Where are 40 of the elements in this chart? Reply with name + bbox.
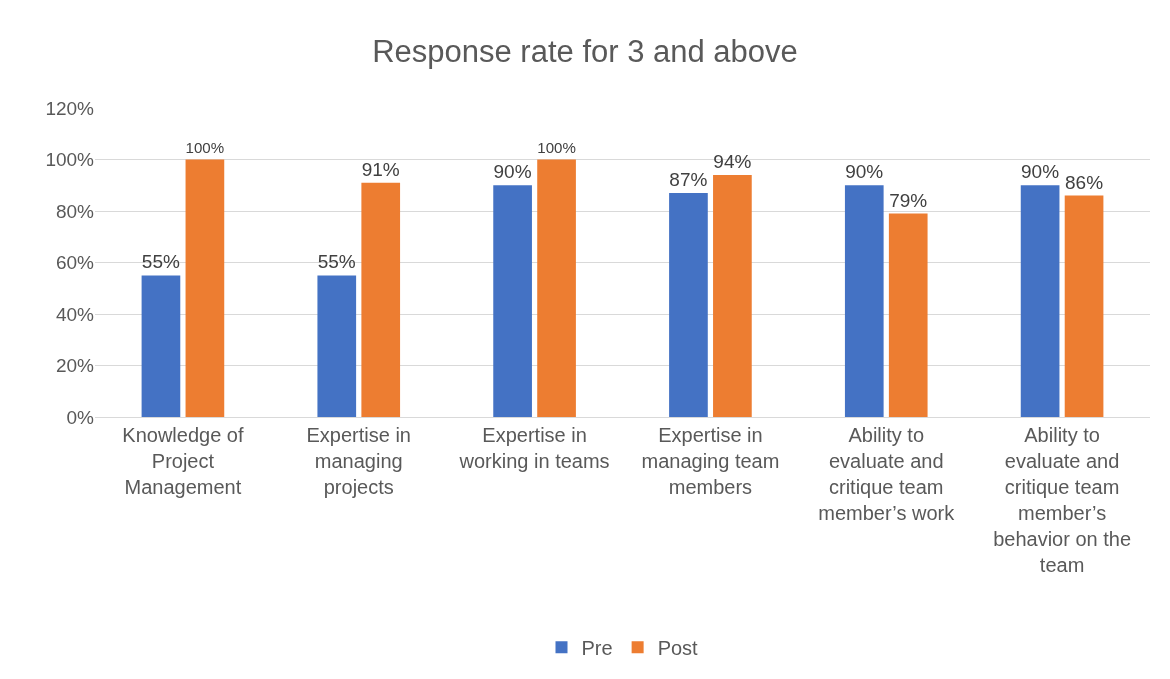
bar — [361, 182, 401, 417]
data-label: 86% — [1064, 171, 1104, 193]
y-tick-label: 20% — [55, 355, 95, 377]
bar — [1064, 195, 1104, 417]
x-tick-label: Expertise in working in teams — [458, 424, 610, 472]
data-label: 87% — [669, 168, 708, 190]
bar — [185, 159, 225, 417]
data-label: 55% — [141, 251, 181, 273]
data-label: 91% — [361, 158, 400, 180]
x-tick-label: Ability to evaluate and critique team member’s behavior on the team — [993, 424, 1132, 576]
data-label: 100% — [537, 139, 576, 157]
bar — [669, 192, 708, 417]
x-tick-label: Knowledge of Project Management — [122, 424, 244, 498]
x-tick-label: Ability to evaluate and critique team member’s work — [818, 424, 956, 524]
data-label: 94% — [713, 150, 752, 172]
bar — [537, 159, 576, 417]
bar — [317, 275, 357, 417]
bar — [888, 213, 928, 417]
y-tick-label: 0% — [66, 406, 95, 428]
y-tick-label: 80% — [55, 200, 95, 222]
bar — [141, 275, 181, 417]
x-tick-label: Expertise in managing projects — [306, 424, 411, 498]
y-tick-label: 40% — [55, 303, 95, 325]
data-label: 90% — [845, 161, 884, 183]
y-tick-label: 120% — [45, 97, 95, 119]
bar — [844, 185, 884, 417]
data-label: 100% — [185, 139, 225, 157]
bar — [1020, 185, 1060, 417]
chart-title: Response rate for 3 and above — [372, 33, 798, 69]
data-label: 90% — [493, 161, 532, 183]
data-label: 55% — [317, 251, 356, 273]
y-tick-label: 100% — [45, 149, 95, 171]
data-label: 79% — [889, 189, 928, 211]
legend-label: Post — [657, 637, 699, 660]
x-tick-label: Expertise in managing team members — [641, 424, 780, 498]
legend-label: Pre — [581, 637, 613, 660]
bar — [493, 185, 532, 417]
bar — [713, 174, 752, 417]
data-label: 90% — [1021, 161, 1060, 183]
y-tick-label: 60% — [55, 252, 95, 274]
